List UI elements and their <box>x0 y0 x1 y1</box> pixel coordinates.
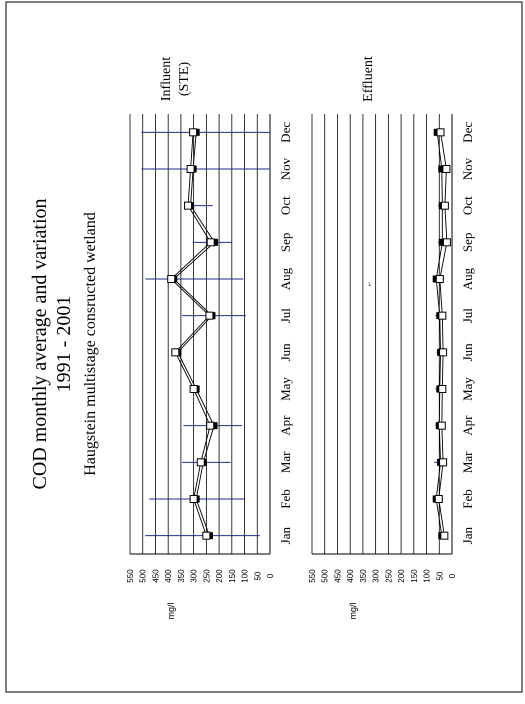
chart-panel-2: 550 500 450 400 350 300 250 200 150 100 50 0mg/lJan… <box>308 56 475 619</box>
y-tick-label: 100 <box>423 569 432 583</box>
data-point-open <box>438 311 447 320</box>
x-tick-label: Dec <box>460 122 475 143</box>
y-tick-label: 350 <box>177 569 186 583</box>
y-tick-label: 150 <box>228 569 237 583</box>
y-tick-label: 250 <box>202 569 211 583</box>
x-tick-label: Mar <box>278 451 293 473</box>
data-point-open <box>206 238 215 247</box>
x-tick-label: Nov <box>278 157 293 180</box>
x-tick-label: May <box>460 377 475 401</box>
y-tick-label: 450 <box>151 569 160 583</box>
data-point-open <box>205 311 214 320</box>
y-tick-label: 500 <box>139 569 148 583</box>
data-point-open <box>206 421 215 430</box>
data-point-open <box>442 165 451 173</box>
data-point-open <box>202 531 211 540</box>
data-point-open <box>189 128 198 137</box>
y-tick-label: 250 <box>384 569 393 583</box>
data-point-open <box>434 495 443 503</box>
data-point-open <box>184 201 193 210</box>
data-point-open <box>189 385 198 393</box>
series-line <box>173 132 216 536</box>
y-tick-label: 200 <box>397 569 406 583</box>
data-point-open <box>435 275 444 283</box>
y-tick-label: 150 <box>410 569 419 583</box>
series-line <box>438 132 448 536</box>
data-point-open <box>189 495 198 503</box>
y-tick-label: 100 <box>241 569 250 583</box>
data-point-open <box>440 531 449 540</box>
data-point-open <box>439 458 448 467</box>
x-tick-label: Jul <box>460 308 475 324</box>
chart-title: COD monthly average and variation <box>29 198 51 489</box>
data-point-open <box>438 385 447 393</box>
page-border <box>5 1 523 693</box>
chart-subtitle: Haugstein multistage consructed wetland <box>82 212 99 475</box>
data-point-open <box>436 128 445 137</box>
y-tick-label: 550 <box>308 569 317 583</box>
x-tick-label: Feb <box>278 489 293 509</box>
y-tick-label: 300 <box>372 569 381 583</box>
y-tick-label: 0 <box>266 573 275 578</box>
x-tick-label: Aug <box>460 267 475 290</box>
y-tick-label: 50 <box>253 571 262 580</box>
data-point-open <box>442 238 451 247</box>
y-tick-label: 400 <box>346 569 355 583</box>
y-axis-title: mg/l <box>166 602 176 619</box>
stray-mark: ⌐ <box>364 281 374 286</box>
x-tick-label: Feb <box>460 489 475 509</box>
y-tick-label: 450 <box>333 569 342 583</box>
y-tick-label: 50 <box>435 571 444 580</box>
x-tick-label: Nov <box>460 157 475 180</box>
y-tick-label: 350 <box>359 569 368 583</box>
series-line <box>435 132 443 536</box>
y-tick-label: 0 <box>448 573 457 578</box>
data-point-open <box>196 458 205 467</box>
y-tick-label: 550 <box>126 569 135 583</box>
x-tick-label: Jun <box>460 343 475 362</box>
y-axis-title: mg/l <box>348 602 358 619</box>
x-tick-label: Jun <box>278 343 293 362</box>
chart-panel-1: 550 500 450 400 350 300 250 200 150 100 50 0mg/lJan… <box>126 57 293 620</box>
x-tick-label: Dec <box>278 122 293 143</box>
data-point-open <box>167 275 176 283</box>
y-tick-label: 300 <box>190 569 199 583</box>
y-tick-label: 200 <box>215 569 224 583</box>
x-tick-label: Sep <box>460 233 475 253</box>
data-point-open <box>440 201 449 210</box>
x-tick-label: Aug <box>278 267 293 290</box>
x-tick-label: Apr <box>278 415 293 436</box>
x-tick-label: Mar <box>460 451 475 473</box>
y-tick-label: 400 <box>164 569 173 583</box>
x-tick-label: Jan <box>460 527 475 545</box>
panel-label: Effluent <box>361 56 376 102</box>
y-tick-label: 500 <box>321 569 330 583</box>
chart-years: 1991 - 2001 <box>53 296 75 393</box>
data-point-open <box>186 165 195 173</box>
data-point-open <box>439 348 448 357</box>
x-tick-label: Sep <box>278 233 293 253</box>
x-tick-label: Oct <box>460 196 475 215</box>
x-tick-label: Jul <box>278 308 293 324</box>
panel-label-sub: (STE) <box>177 62 192 97</box>
x-tick-label: May <box>278 377 293 401</box>
x-tick-label: Oct <box>278 196 293 215</box>
series-line <box>170 132 212 536</box>
data-point-open <box>437 421 446 430</box>
x-tick-label: Jan <box>278 527 293 545</box>
panel-label: Influent <box>159 57 174 101</box>
x-tick-label: Apr <box>460 415 475 436</box>
data-point-open <box>171 348 180 357</box>
